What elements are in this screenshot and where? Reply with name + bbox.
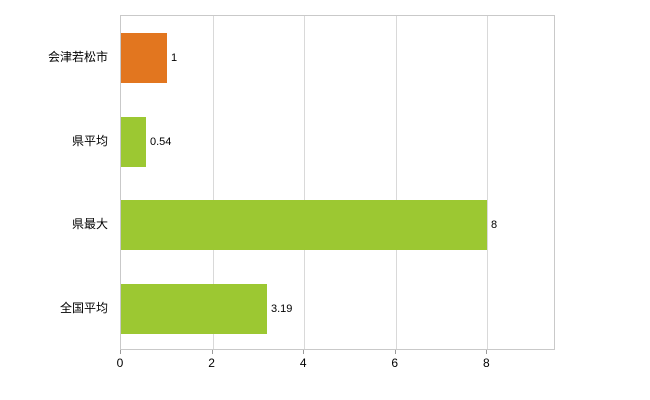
x-tick-label: 2 (208, 356, 215, 370)
value-label: 0.54 (150, 136, 172, 148)
x-tick-label: 0 (116, 356, 124, 370)
value-label: 3.19 (271, 303, 293, 315)
y-axis-category-labels: 会津若松市県平均県最大全国平均 (0, 15, 114, 350)
bar-2 (121, 200, 487, 250)
x-tick-label: 4 (299, 356, 307, 370)
category-label: 会津若松市 (47, 50, 108, 64)
category-label: 県平均 (71, 134, 108, 148)
x-tick-label: 8 (482, 356, 490, 370)
gridline (212, 16, 214, 349)
bar-1 (121, 117, 146, 167)
gridline (395, 16, 397, 349)
gridline (487, 16, 489, 349)
gridline (304, 16, 306, 349)
value-label: 1 (171, 52, 178, 64)
x-tick-mark (486, 350, 488, 354)
x-tick-mark (120, 350, 121, 354)
category-label: 全国平均 (59, 301, 108, 315)
x-tick-mark (211, 350, 213, 354)
bar-0 (121, 33, 167, 83)
x-tick-mark (394, 350, 396, 354)
bar-3 (121, 284, 267, 334)
x-tick-mark (303, 350, 305, 354)
x-axis: 0 2 4 6 8 (116, 350, 555, 380)
plot-area: 1 0.54 8 3.19 (120, 15, 555, 350)
x-tick-label: 6 (391, 356, 399, 370)
value-label: 8 (491, 219, 498, 231)
category-label: 県最大 (71, 217, 108, 231)
